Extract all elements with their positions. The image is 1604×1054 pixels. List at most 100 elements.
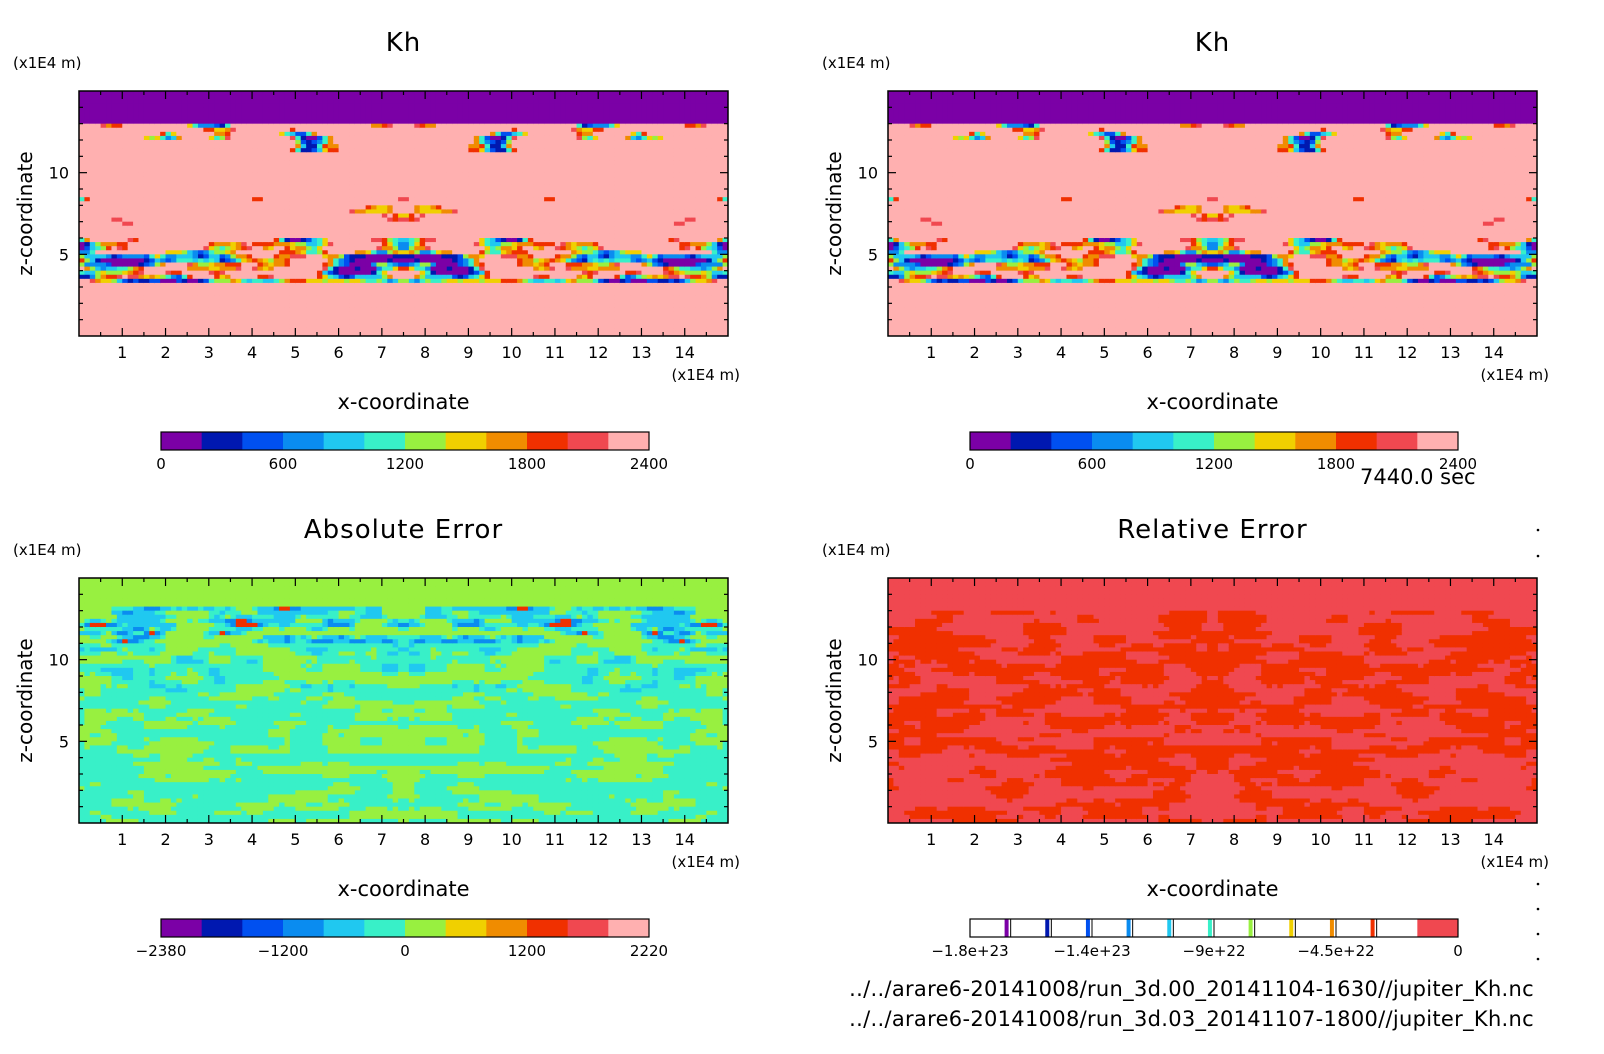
heatmap-cell xyxy=(354,242,361,247)
heatmap-cell xyxy=(311,233,318,239)
heatmap-cell xyxy=(289,221,296,227)
heatmap-cell xyxy=(441,311,448,317)
heatmap-cell xyxy=(506,233,513,239)
heatmap-cell xyxy=(122,254,129,260)
heatmap-cell xyxy=(419,115,426,121)
heatmap-cell xyxy=(289,95,296,100)
heatmap-cell xyxy=(181,233,188,239)
heatmap-cell xyxy=(192,307,199,313)
heatmap-cell xyxy=(517,172,524,178)
heatmap-cell xyxy=(208,229,215,235)
heatmap-cell xyxy=(143,115,150,121)
heatmap-cell xyxy=(327,209,334,215)
heatmap-cell xyxy=(333,221,340,227)
heatmap-cell xyxy=(490,164,497,170)
heatmap-cell xyxy=(403,172,410,178)
heatmap-cell xyxy=(392,258,399,264)
heatmap-cell xyxy=(84,152,91,157)
heatmap-cell xyxy=(273,331,280,336)
heatmap-cell xyxy=(462,278,469,284)
heatmap-cell xyxy=(517,140,524,145)
heatmap-cell xyxy=(490,274,497,280)
heatmap-cell xyxy=(143,189,150,194)
heatmap-cell xyxy=(414,111,421,117)
heatmap-cell xyxy=(230,323,237,329)
heatmap-cell xyxy=(452,176,459,182)
heatmap-cell xyxy=(100,197,107,202)
heatmap-cell xyxy=(138,144,145,149)
heatmap-cell xyxy=(289,266,296,272)
heatmap-cell xyxy=(95,91,102,96)
heatmap-cell xyxy=(419,197,426,202)
heatmap-cell xyxy=(398,221,405,227)
heatmap-cell xyxy=(116,107,123,113)
heatmap-cell xyxy=(133,189,140,194)
heatmap-cell xyxy=(95,287,102,292)
heatmap-cell xyxy=(143,148,150,153)
heatmap-cell xyxy=(187,217,194,223)
heatmap-cell xyxy=(127,152,134,157)
heatmap-cell xyxy=(289,229,296,235)
heatmap-cell xyxy=(462,213,469,219)
heatmap-cell xyxy=(149,176,156,182)
heatmap-cell xyxy=(506,131,513,137)
heatmap-cell xyxy=(522,152,529,157)
heatmap-cell xyxy=(398,291,405,296)
heatmap-cell xyxy=(214,319,221,325)
heatmap-cell xyxy=(165,205,172,211)
heatmap-cell xyxy=(284,258,291,264)
heatmap-cell xyxy=(122,176,129,182)
heatmap-cell xyxy=(122,278,129,284)
heatmap-cell xyxy=(333,197,340,202)
heatmap-cell xyxy=(435,278,442,284)
heatmap-cell xyxy=(235,160,242,166)
heatmap-cell xyxy=(279,103,286,108)
heatmap-cell xyxy=(490,193,497,198)
heatmap-cell xyxy=(79,205,86,211)
heatmap-cell xyxy=(197,156,204,162)
heatmap-cell xyxy=(160,103,167,108)
heatmap-cell xyxy=(262,233,269,239)
heatmap-cell xyxy=(111,189,118,194)
heatmap-cell xyxy=(360,148,367,153)
heatmap-cell xyxy=(414,250,421,255)
heatmap-cell xyxy=(522,250,529,255)
heatmap-cell xyxy=(322,201,329,206)
heatmap-cell xyxy=(219,323,226,329)
heatmap-cell xyxy=(284,327,291,333)
heatmap-cell xyxy=(484,91,491,96)
heatmap-cell xyxy=(344,213,351,219)
heatmap-cell xyxy=(100,250,107,255)
heatmap-cell xyxy=(111,107,118,113)
heatmap-cell xyxy=(495,242,502,247)
heatmap-cell xyxy=(257,225,264,231)
heatmap-cell xyxy=(522,148,529,153)
heatmap-cell xyxy=(273,266,280,272)
heatmap-cell xyxy=(506,127,513,133)
y-unit-label: (x1E4 m) xyxy=(13,54,82,72)
heatmap-cell xyxy=(452,299,459,304)
heatmap-cell xyxy=(419,217,426,223)
heatmap-cell xyxy=(300,205,307,211)
heatmap-cell xyxy=(111,213,118,219)
heatmap-cell xyxy=(506,172,513,178)
heatmap-cell xyxy=(327,246,334,251)
heatmap-cell xyxy=(446,278,453,284)
heatmap-cell xyxy=(192,217,199,223)
heatmap-cell xyxy=(106,127,113,133)
heatmap-cell xyxy=(316,156,323,162)
heatmap-cell xyxy=(316,115,323,121)
heatmap-cell xyxy=(484,331,491,336)
heatmap-cell xyxy=(311,144,318,149)
heatmap-cell xyxy=(408,307,415,313)
heatmap-cell xyxy=(122,270,129,276)
heatmap-cell xyxy=(344,315,351,321)
heatmap-cell xyxy=(316,291,323,296)
heatmap-cell xyxy=(106,311,113,317)
heatmap-cell xyxy=(289,172,296,178)
heatmap-cell xyxy=(203,103,210,108)
heatmap-cell xyxy=(241,233,248,239)
heatmap-cell xyxy=(490,209,497,215)
heatmap-cell xyxy=(392,225,399,231)
heatmap-cell xyxy=(225,311,232,317)
